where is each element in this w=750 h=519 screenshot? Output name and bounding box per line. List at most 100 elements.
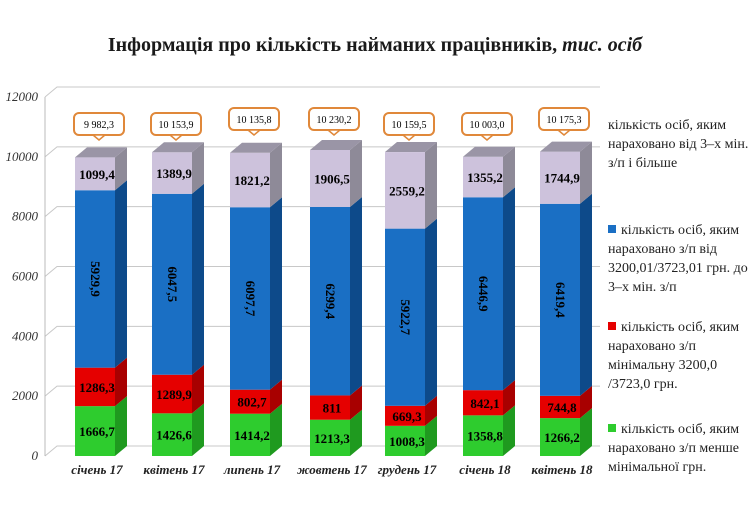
bar-side	[350, 196, 362, 396]
bar-top	[463, 146, 515, 157]
legend-item-red: кількість осіб, яким нараховано з/п міні…	[608, 320, 740, 392]
bar-segment	[230, 152, 270, 208]
bar-top	[152, 142, 204, 153]
data-label: 1355,2	[467, 170, 503, 185]
bar-side	[192, 142, 204, 194]
data-label: 2559,2	[389, 183, 425, 198]
data-label: 802,7	[237, 395, 267, 410]
callout-pointer	[325, 129, 343, 136]
total-label: 9 982,3	[84, 120, 114, 131]
data-label: 1286,3	[79, 380, 115, 395]
total-label: 10 153,9	[159, 120, 194, 131]
bar-segment	[310, 395, 350, 420]
data-label: 5929,9	[88, 261, 103, 297]
bar-segment	[540, 395, 580, 419]
category-label: липень 17	[223, 462, 281, 477]
bar-segment	[152, 152, 192, 194]
bar-segment	[310, 149, 350, 207]
bar-segment	[540, 203, 580, 396]
bar-side	[350, 385, 362, 420]
y-tick-label: 6000	[12, 269, 39, 284]
y-tick-label: 8000	[12, 209, 39, 224]
total-label: 10 230,2	[317, 115, 352, 126]
bar-segment	[152, 413, 192, 456]
bar-side	[503, 405, 515, 456]
data-label: 1666,7	[79, 424, 115, 439]
category-label: грудень 17	[378, 462, 437, 477]
bar-side	[580, 141, 592, 204]
data-label: 5922,7	[398, 299, 413, 335]
y-tick-label: 10000	[6, 149, 39, 164]
bar-side	[425, 395, 437, 426]
total-label: 10 135,8	[237, 115, 272, 126]
bar-segment	[540, 418, 580, 456]
bar-top	[75, 147, 127, 158]
bar-side	[192, 364, 204, 414]
total-label: 10 159,5	[392, 120, 427, 131]
callout-pointer	[400, 134, 418, 141]
category-label: січень 17	[71, 462, 123, 477]
data-label: 1744,9	[544, 171, 580, 186]
category-label: січень 18	[459, 462, 511, 477]
bar-segment	[385, 405, 425, 426]
data-label: 744,8	[547, 400, 577, 415]
bar-side	[115, 396, 127, 456]
bar-side	[192, 183, 204, 375]
data-label: 6047,5	[165, 266, 180, 302]
bar-top	[310, 139, 362, 150]
bar-side	[503, 187, 515, 391]
data-label: 1906,5	[314, 171, 350, 186]
bar-segment	[230, 207, 270, 390]
bar-segment	[463, 390, 503, 416]
bar-segment	[75, 406, 115, 456]
callout-pointer	[90, 134, 108, 141]
bar-side	[350, 139, 362, 207]
bar-segment	[75, 190, 115, 368]
callout-pointer	[478, 134, 496, 141]
bar-segment	[385, 152, 425, 229]
bar-side	[425, 142, 437, 229]
legend-swatch	[608, 322, 616, 330]
bar-segment	[230, 389, 270, 414]
bar-side	[503, 380, 515, 416]
bar-segment	[310, 206, 350, 396]
data-label: 1358,8	[467, 429, 503, 444]
bar-side	[115, 147, 127, 191]
category-label: квітень 17	[143, 462, 205, 477]
bar-segment	[75, 367, 115, 407]
bar-segment	[152, 193, 192, 375]
bar-segment	[463, 156, 503, 198]
data-label: 6446,9	[476, 276, 491, 312]
data-label: 811	[323, 401, 342, 416]
data-label: 669,3	[392, 409, 422, 424]
data-label: 1008,3	[389, 434, 425, 449]
bar-side	[270, 403, 282, 456]
legend-item-top: кількість осіб, яким нараховано від 3–х …	[608, 118, 749, 171]
bar-side	[425, 218, 437, 406]
bar-segment	[310, 419, 350, 456]
data-label: 1389,9	[156, 166, 192, 181]
bar-side	[350, 409, 362, 456]
category-label: квітень 18	[531, 462, 593, 477]
bar-side	[270, 379, 282, 414]
bar-side	[192, 403, 204, 456]
gridline	[44, 86, 600, 98]
legend-swatch	[608, 424, 616, 432]
data-label: 1426,6	[156, 428, 192, 443]
bar-top	[230, 142, 282, 153]
bar-side	[270, 142, 282, 208]
bar-side	[580, 193, 592, 396]
bar-segment	[230, 413, 270, 456]
bar-segment	[463, 197, 503, 391]
data-label: 6299,4	[323, 283, 338, 319]
legend-item-blue: кількість осіб, яким нараховано з/п від …	[608, 223, 748, 295]
bar-segment	[152, 374, 192, 414]
bar-segment	[385, 228, 425, 406]
data-label: 1266,2	[544, 430, 580, 445]
bar-side	[425, 415, 437, 456]
data-label: 6419,4	[553, 282, 568, 318]
category-label: жовтень 17	[297, 462, 367, 477]
bar-top	[385, 142, 437, 153]
